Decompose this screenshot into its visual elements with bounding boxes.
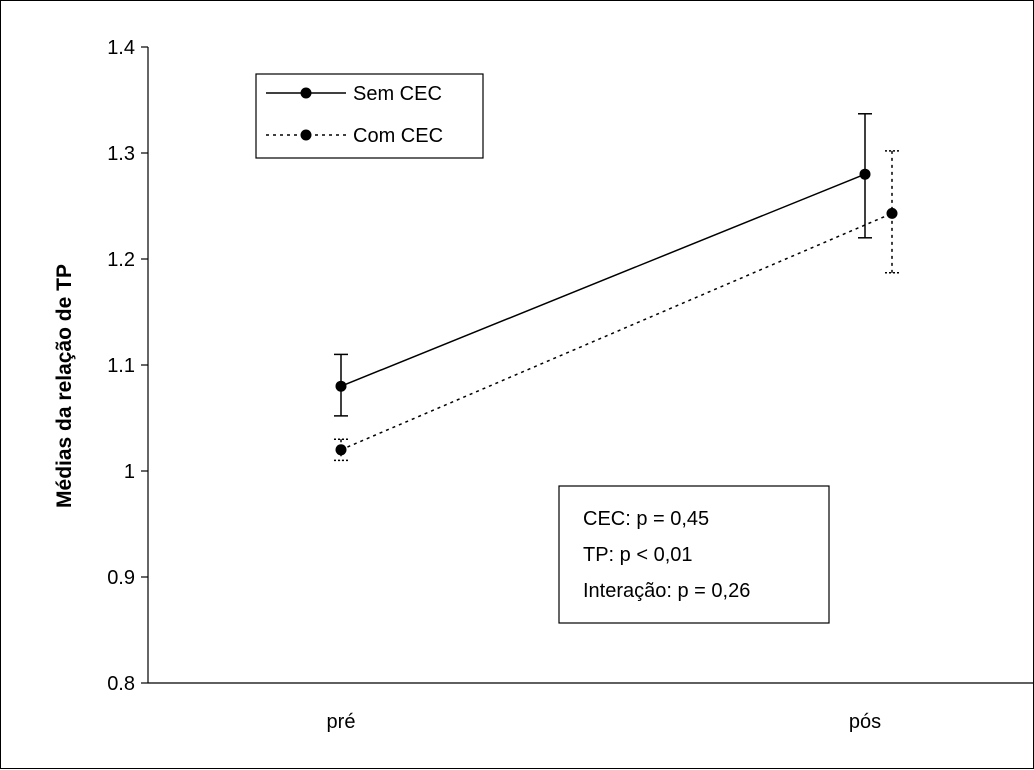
y-axis-ticks: 0.8 0.9 1 1.1 1.2 1.3 1.4 <box>107 37 148 695</box>
data-point <box>859 168 871 180</box>
y-tick-label: 1 <box>124 461 135 483</box>
data-point <box>335 380 347 392</box>
y-tick-label: 1.4 <box>107 37 135 59</box>
series-1 <box>334 150 899 462</box>
series-0 <box>334 113 872 417</box>
x-axis-ticks: pré pós <box>327 711 882 733</box>
stats-annotation: CEC: p = 0,45 TP: p < 0,01 Interação: p = … <box>558 485 830 624</box>
legend-swatch-marker <box>300 87 312 99</box>
data-point <box>335 444 347 456</box>
legend-swatch-marker <box>300 129 312 141</box>
y-tick-label: 1.1 <box>107 355 135 377</box>
x-category-label: pré <box>327 711 356 733</box>
y-tick-label: 1.2 <box>107 249 135 271</box>
annotation-box <box>558 485 830 624</box>
data-point <box>886 207 898 219</box>
annotation-line: Interação: p = 0,26 <box>583 580 750 602</box>
series-line <box>340 212 893 451</box>
annotation-line: TP: p < 0,01 <box>583 544 693 566</box>
y-tick-label: 1.3 <box>107 143 135 165</box>
x-category-label: pós <box>849 711 881 733</box>
annotation-line: CEC: p = 0,45 <box>583 508 709 530</box>
y-tick-label: 0.8 <box>107 673 135 695</box>
legend-label: Com CEC <box>353 125 443 147</box>
series-line <box>340 173 866 387</box>
series-layer <box>334 113 899 462</box>
y-tick-label: 0.9 <box>107 567 135 589</box>
legend-label: Sem CEC <box>353 83 442 105</box>
legend: Sem CEC Com CEC <box>255 73 484 159</box>
y-axis-label: Médias da relação de TP <box>53 264 76 508</box>
legend-box <box>255 73 484 159</box>
